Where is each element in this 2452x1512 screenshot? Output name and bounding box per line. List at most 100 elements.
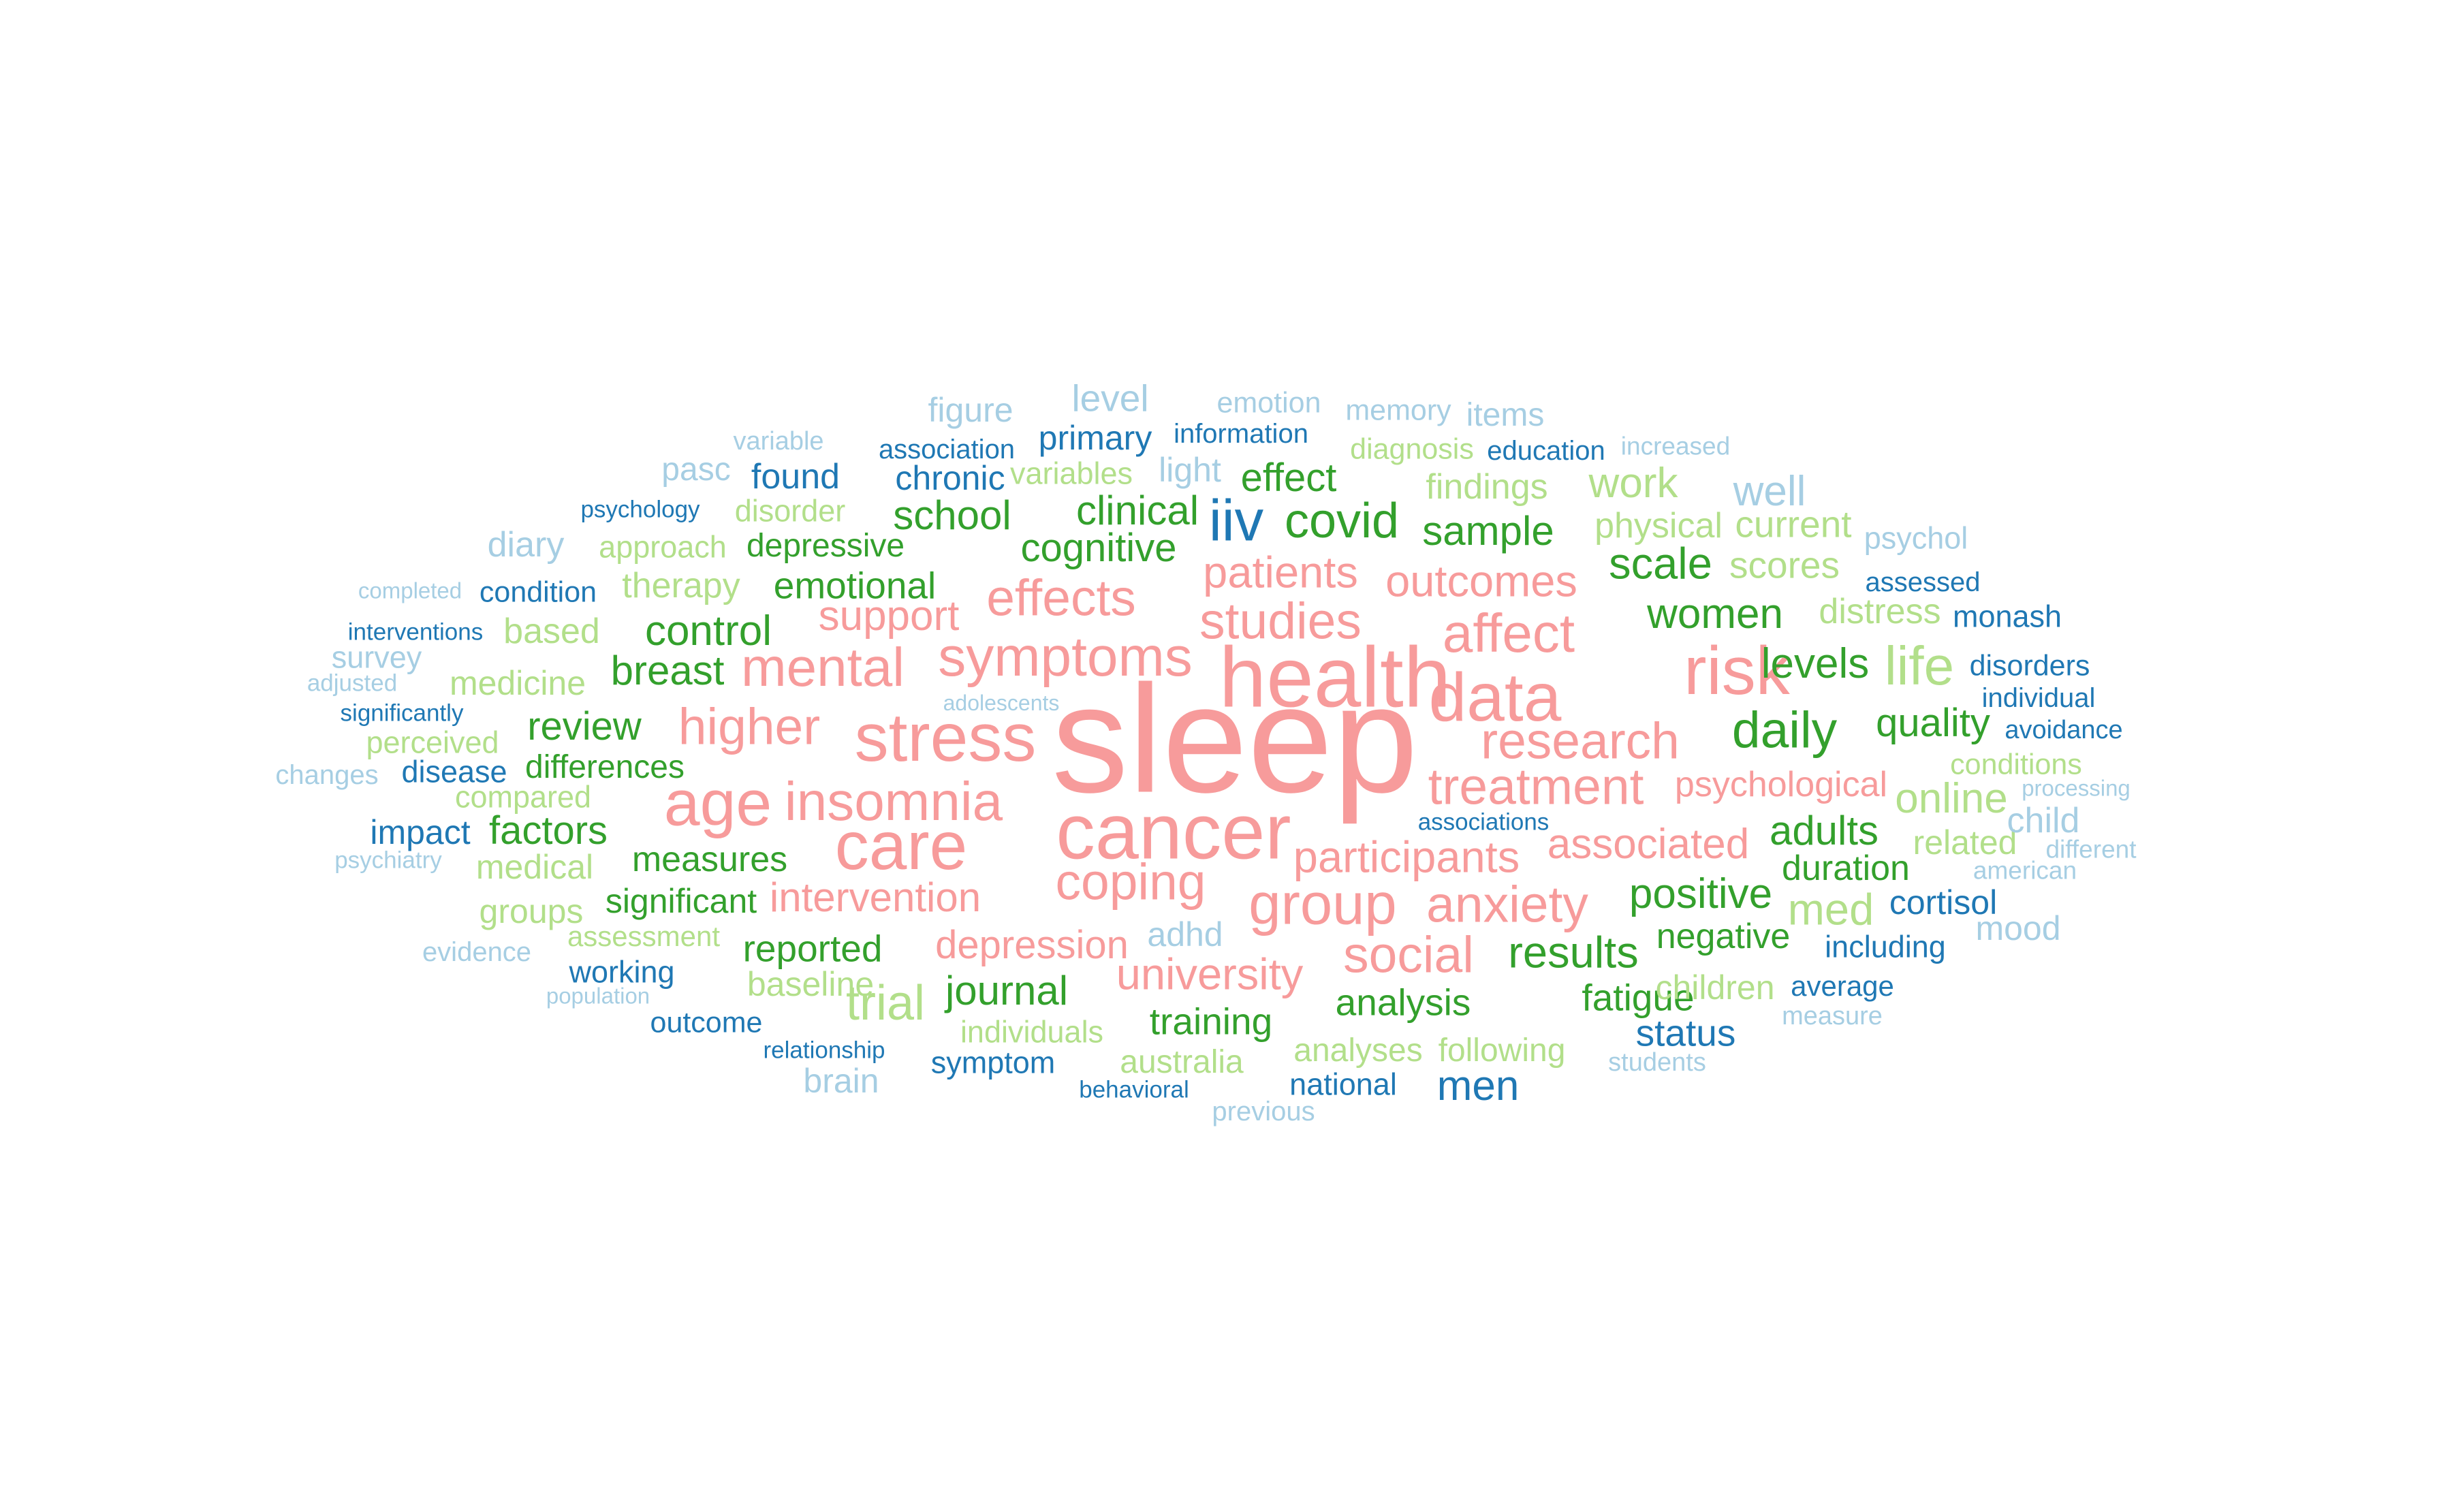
word-men: men xyxy=(1436,1062,1520,1109)
word-control: control xyxy=(644,608,772,655)
word-health: health xyxy=(1219,630,1451,725)
word-positive: positive xyxy=(1629,870,1773,917)
word-changes: changes xyxy=(275,760,379,790)
word-fatigue: fatigue xyxy=(1582,976,1695,1019)
word-university: university xyxy=(1116,949,1304,999)
word-items: items xyxy=(1466,397,1545,433)
word-associated: associated xyxy=(1547,821,1750,868)
word-child: child xyxy=(2007,801,2080,840)
word-related: related xyxy=(1913,823,2017,862)
word-perceived: perceived xyxy=(366,725,499,760)
word-quality: quality xyxy=(1876,701,1990,745)
word-covid: covid xyxy=(1284,494,1400,548)
word-review: review xyxy=(527,704,642,749)
word-physical: physical xyxy=(1594,506,1723,546)
word-impact: impact xyxy=(370,813,471,851)
word-groups: groups xyxy=(479,892,584,930)
word-medicine: medicine xyxy=(449,664,586,702)
word-research: research xyxy=(1481,712,1680,770)
word-age: age xyxy=(663,767,772,840)
word-light: light xyxy=(1159,451,1221,489)
word-processing: processing xyxy=(2022,775,2131,801)
word-significantly: significantly xyxy=(340,699,464,727)
word-women: women xyxy=(1647,590,1783,637)
word-negative: negative xyxy=(1656,917,1791,956)
word-survey: survey xyxy=(331,640,422,675)
word-trial: trial xyxy=(845,976,926,1030)
word-assessment: assessment xyxy=(567,920,721,952)
word-studies: studies xyxy=(1199,592,1362,650)
word-affect: affect xyxy=(1442,603,1575,663)
word-analysis: analysis xyxy=(1335,981,1471,1024)
word-distress: distress xyxy=(1819,592,1941,631)
word-diary: diary xyxy=(487,525,565,565)
word-psychology: psychology xyxy=(580,496,700,523)
word-increased: increased xyxy=(1620,432,1731,460)
word-behavioral: behavioral xyxy=(1079,1076,1189,1103)
word-associations: associations xyxy=(1417,808,1550,836)
word-effects: effects xyxy=(986,569,1136,627)
word-therapy: therapy xyxy=(622,566,740,605)
word-completed: completed xyxy=(358,578,462,603)
word-based: based xyxy=(503,612,600,651)
word-social: social xyxy=(1343,926,1474,983)
word-outcomes: outcomes xyxy=(1385,556,1577,606)
word-risk: risk xyxy=(1684,633,1790,709)
word-adjusted: adjusted xyxy=(306,670,398,697)
word-differences: differences xyxy=(525,749,685,785)
word-variable: variable xyxy=(733,427,824,456)
word-found: found xyxy=(751,457,840,497)
word-journal: journal xyxy=(945,968,1069,1013)
word-monash: monash xyxy=(1952,599,2062,634)
word-chronic: chronic xyxy=(895,459,1005,497)
word-life: life xyxy=(1884,635,1955,696)
word-mental: mental xyxy=(740,637,905,697)
word-significant: significant xyxy=(605,882,757,920)
word-support: support xyxy=(818,593,960,640)
word-duration: duration xyxy=(1782,849,1910,888)
word-american: american xyxy=(1972,856,2077,885)
word-depressive: depressive xyxy=(746,528,905,564)
word-disorder: disorder xyxy=(734,493,846,529)
word-training: training xyxy=(1149,1000,1273,1043)
word-measures: measures xyxy=(631,840,788,879)
word-cancer: cancer xyxy=(1056,788,1291,876)
word-psychol: psychol xyxy=(1864,520,1968,556)
word-clinical: clinical xyxy=(1075,488,1199,533)
word-scale: scale xyxy=(1609,538,1712,588)
word-scores: scores xyxy=(1729,544,1840,586)
word-memory: memory xyxy=(1345,394,1451,427)
word-work: work xyxy=(1588,460,1678,507)
word-children: children xyxy=(1655,968,1775,1007)
word-care: care xyxy=(834,808,968,884)
word-education: education xyxy=(1487,436,1605,466)
word-interventions: interventions xyxy=(347,618,484,646)
word-pasc: pasc xyxy=(661,452,731,488)
word-population: population xyxy=(546,983,650,1009)
word-insomnia: insomnia xyxy=(784,771,1003,832)
word-psychological: psychological xyxy=(1674,765,1888,804)
word-status: status xyxy=(1635,1011,1736,1054)
word-group: group xyxy=(1248,872,1397,937)
word-emotion: emotion xyxy=(1216,386,1321,420)
word-sample: sample xyxy=(1422,508,1554,554)
word-diagnosis: diagnosis xyxy=(1350,432,1474,466)
word-measure: measure xyxy=(1782,1002,1883,1030)
word-working: working xyxy=(569,954,675,990)
word-disorders: disorders xyxy=(1969,649,2090,682)
word-relationship: relationship xyxy=(763,1037,885,1064)
word-individual: individual xyxy=(1981,683,2096,713)
word-conditions: conditions xyxy=(1950,748,2082,781)
word-psychiatry: psychiatry xyxy=(334,847,442,874)
word-levels: levels xyxy=(1761,640,1870,687)
word-treatment: treatment xyxy=(1428,757,1644,815)
word-iiv: iiv xyxy=(1208,488,1264,554)
word-compared: compared xyxy=(454,779,592,815)
word-emotional: emotional xyxy=(773,564,937,607)
word-results: results xyxy=(1508,927,1639,977)
word-cognitive: cognitive xyxy=(1020,526,1177,570)
word-intervention: intervention xyxy=(769,875,981,920)
word-different: different xyxy=(2045,835,2137,864)
word-sleep: sleep xyxy=(1052,652,1418,825)
